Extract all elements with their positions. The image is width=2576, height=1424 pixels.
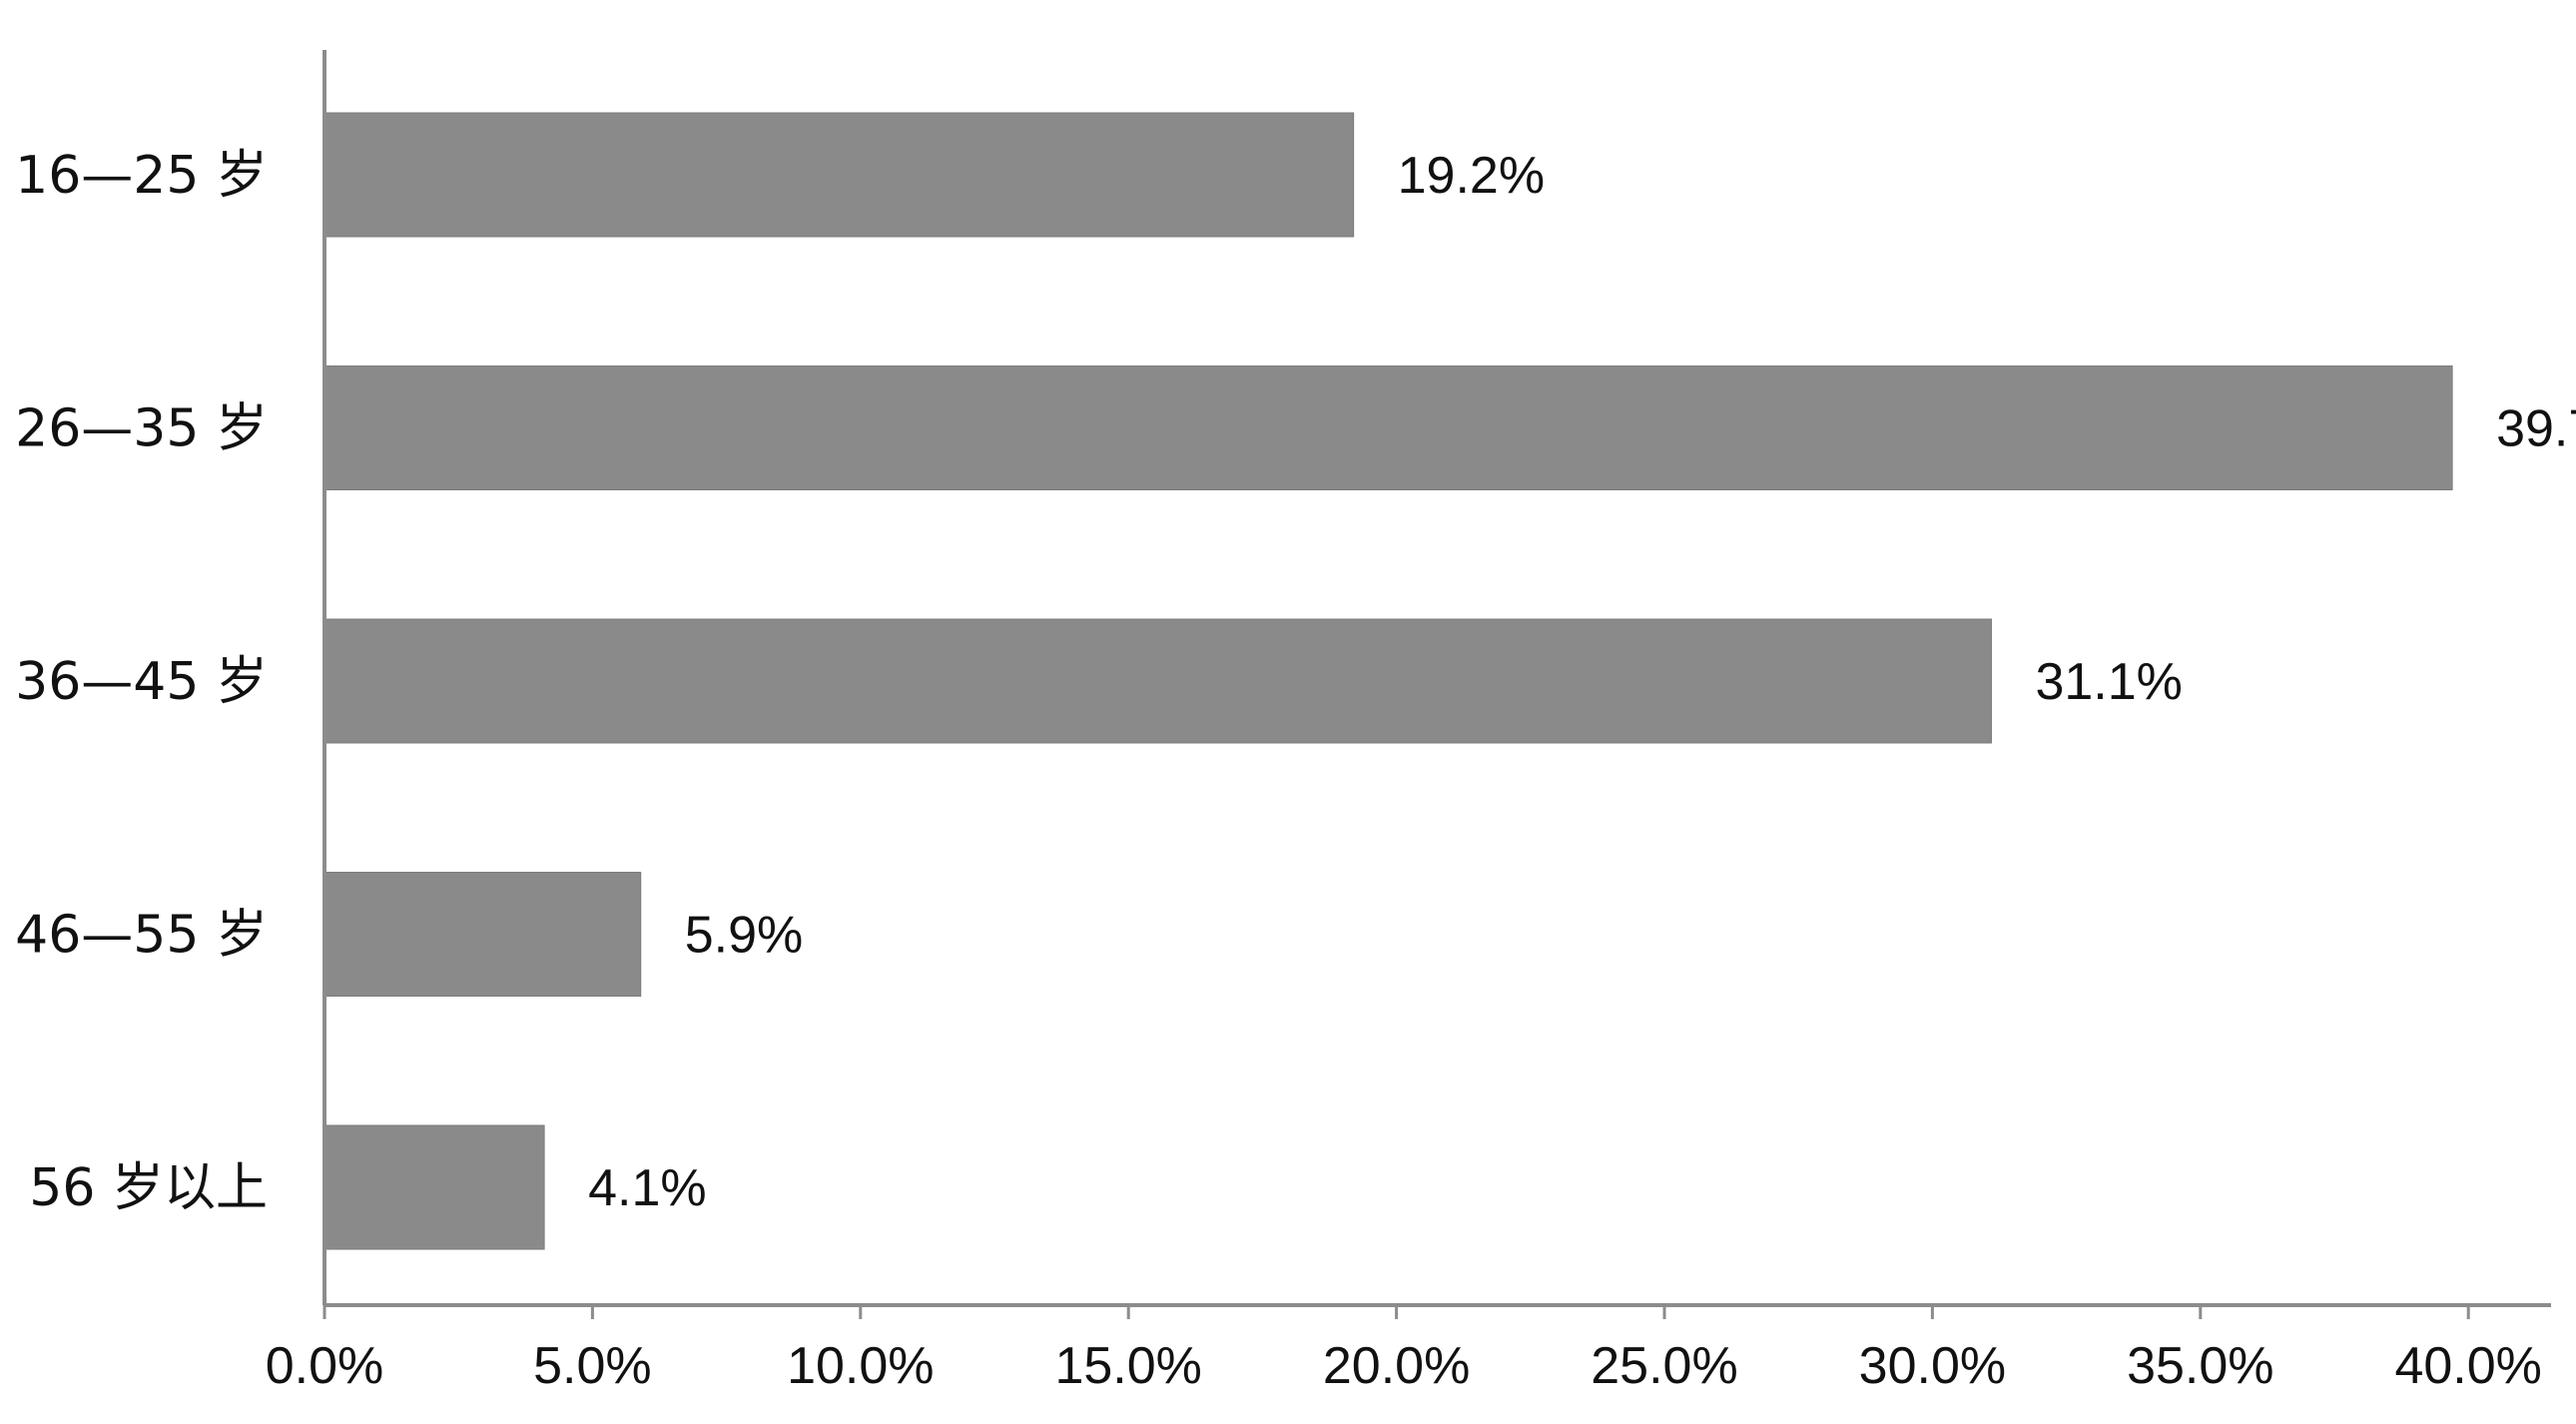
- category-label-2: 36—45 岁: [15, 652, 268, 712]
- data-label-4: 4.1%: [588, 1159, 707, 1217]
- x-tick-label-3: 15.0%: [1054, 1337, 1201, 1395]
- category-label-1: 26—35 岁: [15, 399, 268, 459]
- bar-4: [323, 1124, 545, 1250]
- bars-layer: [323, 112, 2453, 1250]
- x-tick-label-2: 10.0%: [787, 1337, 934, 1395]
- bar-0: [323, 112, 1355, 238]
- category-label-0: 16—25 岁: [15, 146, 268, 206]
- bar-2: [323, 618, 1992, 744]
- x-tick-label-5: 25.0%: [1591, 1337, 1737, 1395]
- data-label-1: 39.7%: [2496, 400, 2576, 458]
- x-tick-label-6: 30.0%: [1859, 1337, 2006, 1395]
- x-tick-label-1: 5.0%: [533, 1337, 652, 1395]
- data-label-2: 31.1%: [2035, 653, 2182, 711]
- x-tick-label-4: 20.0%: [1323, 1337, 1470, 1395]
- x-tick-label-7: 35.0%: [2127, 1337, 2273, 1395]
- data-label-3: 5.9%: [685, 907, 804, 965]
- x-tick-label-0: 0.0%: [266, 1337, 384, 1395]
- axes-layer: 0.0% 5.0% 10.0% 15.0% 20.0% 25.0% 30.0% 35.0% 40…: [266, 50, 2551, 1395]
- data-label-0: 19.2%: [1398, 147, 1545, 205]
- category-label-4: 56 岁以上: [29, 1158, 268, 1218]
- x-tick-label-8: 40.0%: [2394, 1337, 2541, 1395]
- bar-3: [323, 872, 642, 997]
- category-label-3: 46—55 岁: [15, 906, 268, 966]
- bar-1: [323, 365, 2453, 490]
- category-labels-layer: 16—25 岁 26—35 岁 36—45 岁 46—55 岁 56 岁以上: [15, 146, 268, 1218]
- value-labels-layer: 19.2% 39.7% 31.1% 5.9% 4.1%: [588, 147, 2576, 1217]
